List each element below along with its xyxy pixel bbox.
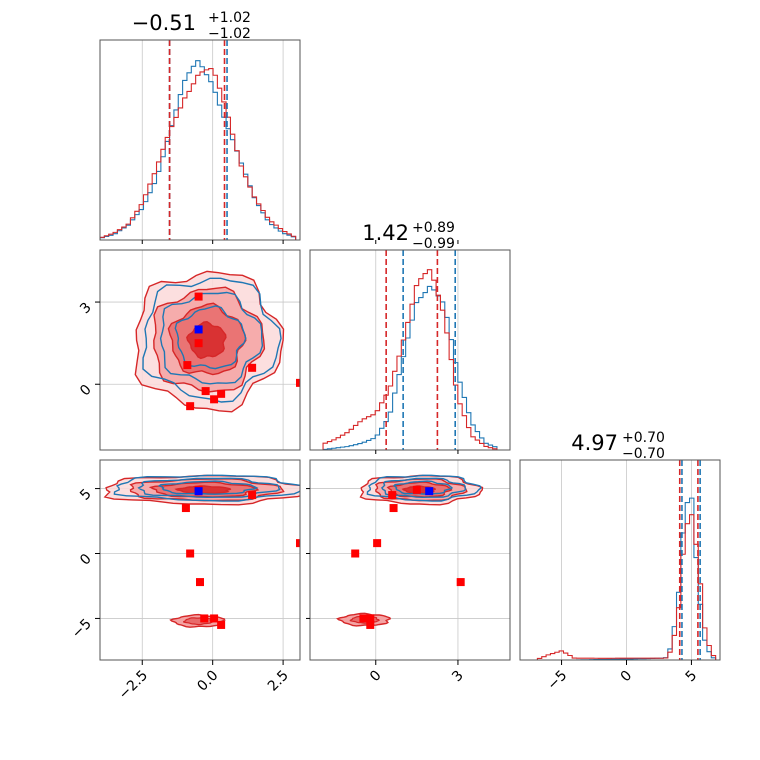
p02-marker-red-7 xyxy=(210,614,219,623)
p01-blue-contour-2 xyxy=(174,305,247,370)
p12-blue-contour-1 xyxy=(380,477,467,499)
panel-border xyxy=(309,249,511,451)
p01-blue-contour-1 xyxy=(159,291,264,385)
p12-marker-red-5 xyxy=(456,578,465,587)
title-0-sup: +1.02 xyxy=(208,10,251,26)
p01-marker-red-6 xyxy=(210,395,219,404)
title-param-2: 4.97 +0.70 −0.70 xyxy=(571,430,665,462)
hist-blue-1 xyxy=(310,285,510,450)
p12-marker-red-1 xyxy=(388,491,397,500)
p02-marker-red-2 xyxy=(181,504,190,513)
xtick-label-2-1: 0 xyxy=(618,668,636,686)
xtick-label-0-0: −2.5 xyxy=(116,668,151,703)
hist-panel-1 xyxy=(309,249,511,451)
p01-marker-red-7 xyxy=(186,402,195,411)
ytick-label-2-0: −5 xyxy=(69,616,95,642)
title-param-0: −0.51 +1.02 −1.02 xyxy=(132,10,251,42)
xtick-label-2-0: −5 xyxy=(544,668,570,694)
xtick-label-1-1: 3 xyxy=(449,668,467,686)
title-0-main: −0.51 xyxy=(132,11,196,35)
p02-blue-contour-1 xyxy=(137,477,281,499)
title-param-1: 1.42 +0.89 −0.99 xyxy=(362,220,455,252)
xtick-label-0-2: 2.5 xyxy=(265,668,292,695)
p01-marker-red-8 xyxy=(296,378,300,387)
xtick-label-0-1: 0.0 xyxy=(194,668,221,695)
panels xyxy=(99,39,721,661)
xtick-label-1-0: 0 xyxy=(367,668,385,686)
hist-red-1 xyxy=(310,269,510,450)
panel-border xyxy=(99,249,301,451)
scatter-panel-p02 xyxy=(99,459,301,661)
p01-marker-red-1 xyxy=(194,339,203,348)
scatter-panel-p02-content xyxy=(100,460,300,660)
p01-marker-red-3 xyxy=(248,363,257,372)
title-1-main: 1.42 xyxy=(362,221,409,245)
p02-marker-red-8 xyxy=(217,620,226,629)
title-2-sup: +0.70 xyxy=(622,430,665,446)
title-1-sup: +0.89 xyxy=(412,220,455,236)
title-2-sub: −0.70 xyxy=(622,446,665,462)
ytick-label-1-0: 0 xyxy=(77,382,95,400)
xtick-label-2-2: 5 xyxy=(683,668,701,686)
p02-marker-red-5 xyxy=(296,539,300,548)
ytick-label-2-2: 5 xyxy=(77,486,95,504)
p12-blue-contour-0 xyxy=(366,474,482,502)
p02-marker-blue-0 xyxy=(194,487,203,496)
p01-marker-red-2 xyxy=(183,361,192,370)
p02-marker-red-6 xyxy=(200,614,209,623)
p12-marker-red-8 xyxy=(366,620,375,629)
p12-blue-contour-2 xyxy=(392,480,454,495)
scatter-panel-p12 xyxy=(309,459,511,661)
hist-panel-2-content xyxy=(520,460,720,660)
panel-border xyxy=(309,459,511,661)
p02-marker-red-1 xyxy=(248,491,257,500)
hist-panel-1-content xyxy=(310,250,510,450)
scatter-panel-p01-content xyxy=(100,250,300,450)
p12-marker-blue-0 xyxy=(425,487,434,496)
ytick-label-2-1: 0 xyxy=(77,551,95,569)
panel-border xyxy=(99,39,301,241)
title-0-sub: −1.02 xyxy=(208,26,251,42)
hist-red-2 xyxy=(520,514,720,660)
scatter-panel-p01 xyxy=(99,249,301,451)
p12-marker-red-7 xyxy=(366,614,375,623)
hist-panel-0-content xyxy=(100,40,300,240)
p12-marker-red-3 xyxy=(373,539,382,548)
hist-panel-0 xyxy=(99,39,301,241)
p12-marker-red-4 xyxy=(351,549,360,558)
p01-marker-red-4 xyxy=(201,387,210,396)
hist-panel-2 xyxy=(519,459,721,661)
p02-marker-red-4 xyxy=(196,578,204,587)
p01-marker-red-0 xyxy=(194,292,203,301)
p01-marker-blue-0 xyxy=(194,325,203,334)
p01-blue-contour-0 xyxy=(142,277,282,403)
hist-red-0 xyxy=(100,67,300,240)
p12-marker-red-6 xyxy=(359,614,368,623)
p01-marker-red-5 xyxy=(217,389,226,398)
panel-border xyxy=(99,459,301,661)
title-1-sub: −0.99 xyxy=(412,236,455,252)
scatter-panel-p12-content xyxy=(310,460,510,660)
hist-blue-0 xyxy=(100,60,300,240)
p02-red-contour-3 xyxy=(174,485,232,495)
p12-marker-red-0 xyxy=(412,485,421,494)
p02-marker-red-3 xyxy=(186,549,195,558)
ytick-label-1-1: 3 xyxy=(77,300,95,318)
title-2-main: 4.97 xyxy=(571,431,618,455)
p02-blue-contour-2 xyxy=(157,480,259,495)
panel-border xyxy=(519,459,721,661)
p12-marker-red-2 xyxy=(389,504,398,513)
